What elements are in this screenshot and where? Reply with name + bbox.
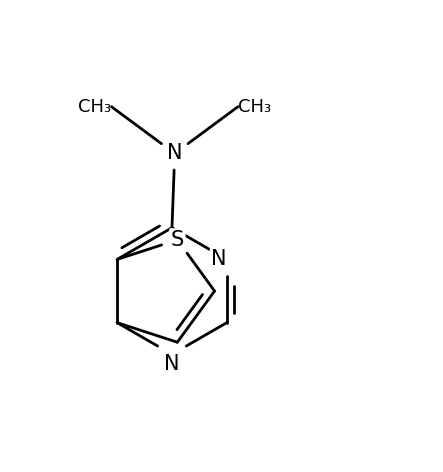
Text: CH₃: CH₃ [238,98,271,116]
Text: S: S [171,230,184,250]
Text: N: N [211,249,227,270]
Text: CH₃: CH₃ [78,98,112,116]
Text: N: N [167,143,183,163]
Text: N: N [164,354,180,374]
